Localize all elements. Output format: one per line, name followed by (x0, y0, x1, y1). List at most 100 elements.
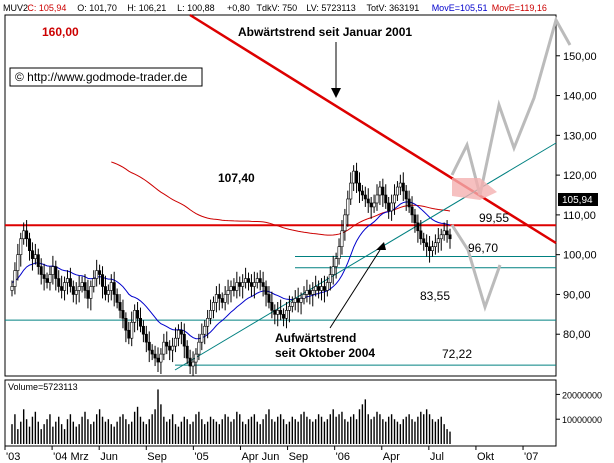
candle-body (258, 278, 262, 283)
candle-body (80, 282, 84, 287)
date-tick-label: Okt (477, 451, 494, 463)
candle-body (442, 230, 446, 236)
candle-body (209, 310, 213, 319)
candle-body (214, 294, 218, 303)
date-tick-label: Sep (289, 451, 309, 463)
candle-body (60, 286, 64, 291)
current-price-tag-bg (558, 193, 598, 206)
candle-body (136, 310, 140, 319)
header-segment-9: MovE=105,51 (432, 3, 488, 13)
candle-body (57, 278, 61, 287)
candle-body (33, 254, 37, 259)
candle-body (290, 302, 294, 307)
candle-body (191, 361, 195, 367)
candle-body (147, 341, 151, 351)
candle-body (334, 258, 338, 267)
date-tick-label: '06 (336, 451, 350, 463)
date-tick-label: '07 (524, 451, 538, 463)
candle-body (159, 353, 163, 363)
candle-body (422, 238, 426, 244)
candle-body (331, 266, 335, 275)
volume-label: Volume=5723113 (8, 382, 78, 392)
candle-body (13, 270, 17, 287)
volume-axis: 20000000 10000000 (556, 390, 602, 425)
copyright-text: © http://www.godmode-trader.de (15, 70, 188, 84)
candle-body (384, 194, 388, 204)
candle-body (68, 278, 72, 287)
date-tick-label: '03 (6, 451, 20, 463)
annotation-83-55: 83,55 (420, 289, 450, 303)
annotation-uptrend-2: seit Oktober 2004 (275, 346, 375, 360)
candle-body (188, 357, 192, 367)
candle-body (95, 270, 99, 279)
header-segment-5: +0,80 (227, 3, 250, 13)
candle-body (28, 238, 32, 251)
downtrend-line (189, 13, 557, 245)
header-segment-8: TotV: 363191 (367, 3, 420, 13)
candle-body (150, 349, 154, 355)
candle-body (340, 230, 344, 248)
candle-body (343, 214, 347, 232)
header-segment-4: L: 100,88 (177, 3, 215, 13)
price-tick-label: 130,00 (563, 130, 597, 142)
candle-body (16, 254, 20, 271)
candle-body (98, 270, 102, 275)
candle-body (398, 182, 402, 188)
candle-body (141, 325, 145, 335)
candle-body (419, 230, 423, 240)
date-tick-label: Apr (383, 451, 400, 463)
candle-body (203, 325, 207, 335)
candle-body (372, 202, 376, 208)
copyright-box (9, 67, 203, 87)
candle-body (393, 194, 397, 204)
candle-body (22, 230, 26, 240)
candle-body (115, 294, 119, 303)
current-price-label: 105,94 (562, 195, 593, 206)
candle-body (320, 286, 324, 291)
candle-body (51, 266, 55, 275)
candle-body (445, 230, 449, 236)
candle-body (39, 266, 43, 275)
price-tick-label: 90,00 (563, 289, 591, 301)
candle-body (317, 286, 321, 291)
candle-body (176, 329, 180, 339)
candle-body (433, 242, 437, 248)
uptrend-pointer-arrow (329, 249, 381, 329)
candle-body (63, 282, 67, 291)
candle-body (71, 286, 75, 295)
candle-body (168, 345, 172, 351)
candle-body (65, 278, 69, 283)
candle-body (284, 310, 288, 319)
price-tick-label: 110,00 (563, 210, 596, 222)
date-tick-label: Jul (430, 451, 444, 463)
header-segment-2: O: 101,70 (77, 3, 117, 13)
price-tick-label: 100,00 (563, 250, 597, 262)
uptrend-line (174, 142, 557, 371)
candle-body (174, 337, 178, 347)
candle-body (109, 282, 113, 291)
candle-body (83, 282, 87, 291)
candle-body (311, 290, 315, 295)
candle-body (74, 290, 78, 295)
date-axis: '03 '04 Mrz Jun Sep '05 Apr Jun Sep '06 Apr Jul Ok… (4, 446, 538, 463)
candle-body (206, 318, 210, 327)
candle-body (299, 298, 303, 303)
candle-body (171, 345, 175, 351)
header-segment-10: MovE=119,16 (492, 3, 547, 13)
candle-body (121, 310, 125, 319)
candle-body (282, 314, 286, 319)
price-tick-label: 150,00 (563, 51, 597, 63)
date-tick-label: '04 Mrz (53, 451, 89, 463)
date-tick-label: Jun (100, 451, 118, 463)
quote-header: MUV2 C: 105,94 O: 101,70 H: 106,21 L: 100,88… (3, 3, 547, 13)
candle-body (305, 290, 309, 295)
candle-body (133, 310, 137, 323)
uptrend-arrow-head (376, 242, 386, 250)
volume-tick-label: 10000000 (562, 415, 602, 425)
candle-body (211, 302, 215, 311)
candle-body (287, 306, 291, 311)
candle-body (413, 214, 417, 224)
candle-body (197, 341, 201, 355)
candle-body (387, 202, 391, 212)
